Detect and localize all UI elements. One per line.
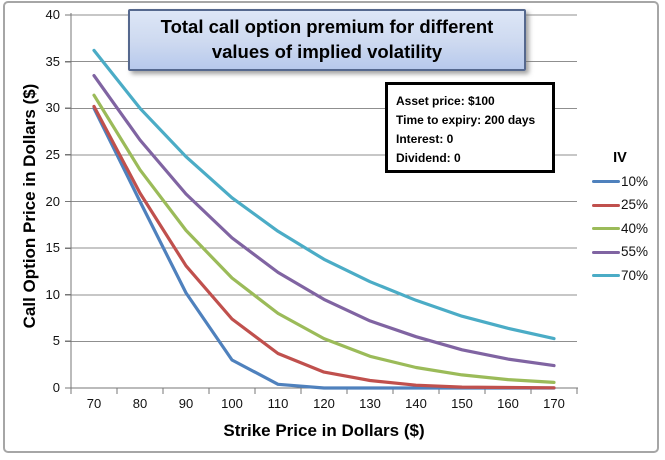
x-tick-label: 120 bbox=[313, 396, 335, 411]
legend-title: IV bbox=[613, 150, 627, 166]
series-line-70% bbox=[92, 48, 556, 341]
chart-title: Total call option premium for different … bbox=[160, 16, 494, 62]
x-tick-label: 70 bbox=[86, 396, 102, 411]
legend-swatch-icon bbox=[592, 227, 620, 231]
y-axis-title: Call Option Price in Dollars ($) bbox=[20, 83, 39, 329]
legend-entry-70%: 70% bbox=[592, 264, 662, 288]
annotation-line: Interest: 0 bbox=[396, 132, 454, 146]
y-tick-label: 35 bbox=[45, 53, 60, 69]
legend-swatch-icon bbox=[592, 180, 620, 184]
series-line-25% bbox=[92, 104, 556, 390]
x-tick-label: 160 bbox=[497, 396, 519, 411]
legend-label: 70% bbox=[621, 267, 649, 283]
annotation-line: Dividend: 0 bbox=[396, 151, 461, 165]
y-tick-label: 10 bbox=[45, 286, 60, 302]
x-tick-label: 170 bbox=[543, 396, 565, 411]
y-tick-label: 40 bbox=[45, 7, 60, 22]
x-tick-label: 100 bbox=[221, 396, 243, 411]
x-tick-label: 90 bbox=[178, 396, 194, 411]
x-tick-label: 130 bbox=[359, 396, 381, 411]
annotation-box: Asset price: $100 Time to expiry: 200 day… bbox=[385, 82, 555, 173]
legend-entry-40%: 40% bbox=[592, 217, 662, 241]
legend-swatch-icon bbox=[592, 274, 620, 278]
chart-title-box: Total call option premium for different … bbox=[128, 9, 526, 71]
y-tick-label: 25 bbox=[45, 146, 60, 162]
legend-entries: 10% 25% 40% 55% 70% bbox=[592, 170, 662, 288]
x-tick-label: 110 bbox=[267, 396, 289, 411]
legend-entry-10%: 10% bbox=[592, 170, 662, 194]
series-line-55% bbox=[92, 73, 556, 368]
legend-swatch-icon bbox=[592, 250, 620, 254]
annotation-line: Time to expiry: 200 days bbox=[396, 113, 536, 127]
legend-entry-25%: 25% bbox=[592, 194, 662, 218]
chart-border-frame bbox=[3, 1, 659, 453]
series-line-40% bbox=[92, 93, 556, 384]
legend-label: 10% bbox=[621, 173, 649, 189]
legend: IV 10% 25% 40% 55% 70% bbox=[592, 146, 662, 288]
x-axis-title: Strike Price in Dollars ($) bbox=[223, 421, 425, 440]
legend-label: 55% bbox=[621, 244, 649, 260]
x-tick-label: 150 bbox=[451, 396, 473, 411]
y-tick-label: 30 bbox=[45, 100, 60, 116]
legend-label: 40% bbox=[621, 220, 649, 236]
y-tick-label: 5 bbox=[52, 333, 60, 349]
y-tick-label: 20 bbox=[45, 193, 60, 209]
y-tick-label: 15 bbox=[45, 240, 60, 256]
x-tick-label: 140 bbox=[405, 396, 427, 411]
x-tick-label: 80 bbox=[132, 396, 148, 411]
annotation-line: Asset price: $100 bbox=[396, 94, 495, 108]
legend-entry-55%: 55% bbox=[592, 241, 662, 265]
legend-label: 25% bbox=[621, 197, 649, 213]
legend-swatch-icon bbox=[592, 203, 620, 207]
y-tick-label: 0 bbox=[52, 380, 60, 395]
